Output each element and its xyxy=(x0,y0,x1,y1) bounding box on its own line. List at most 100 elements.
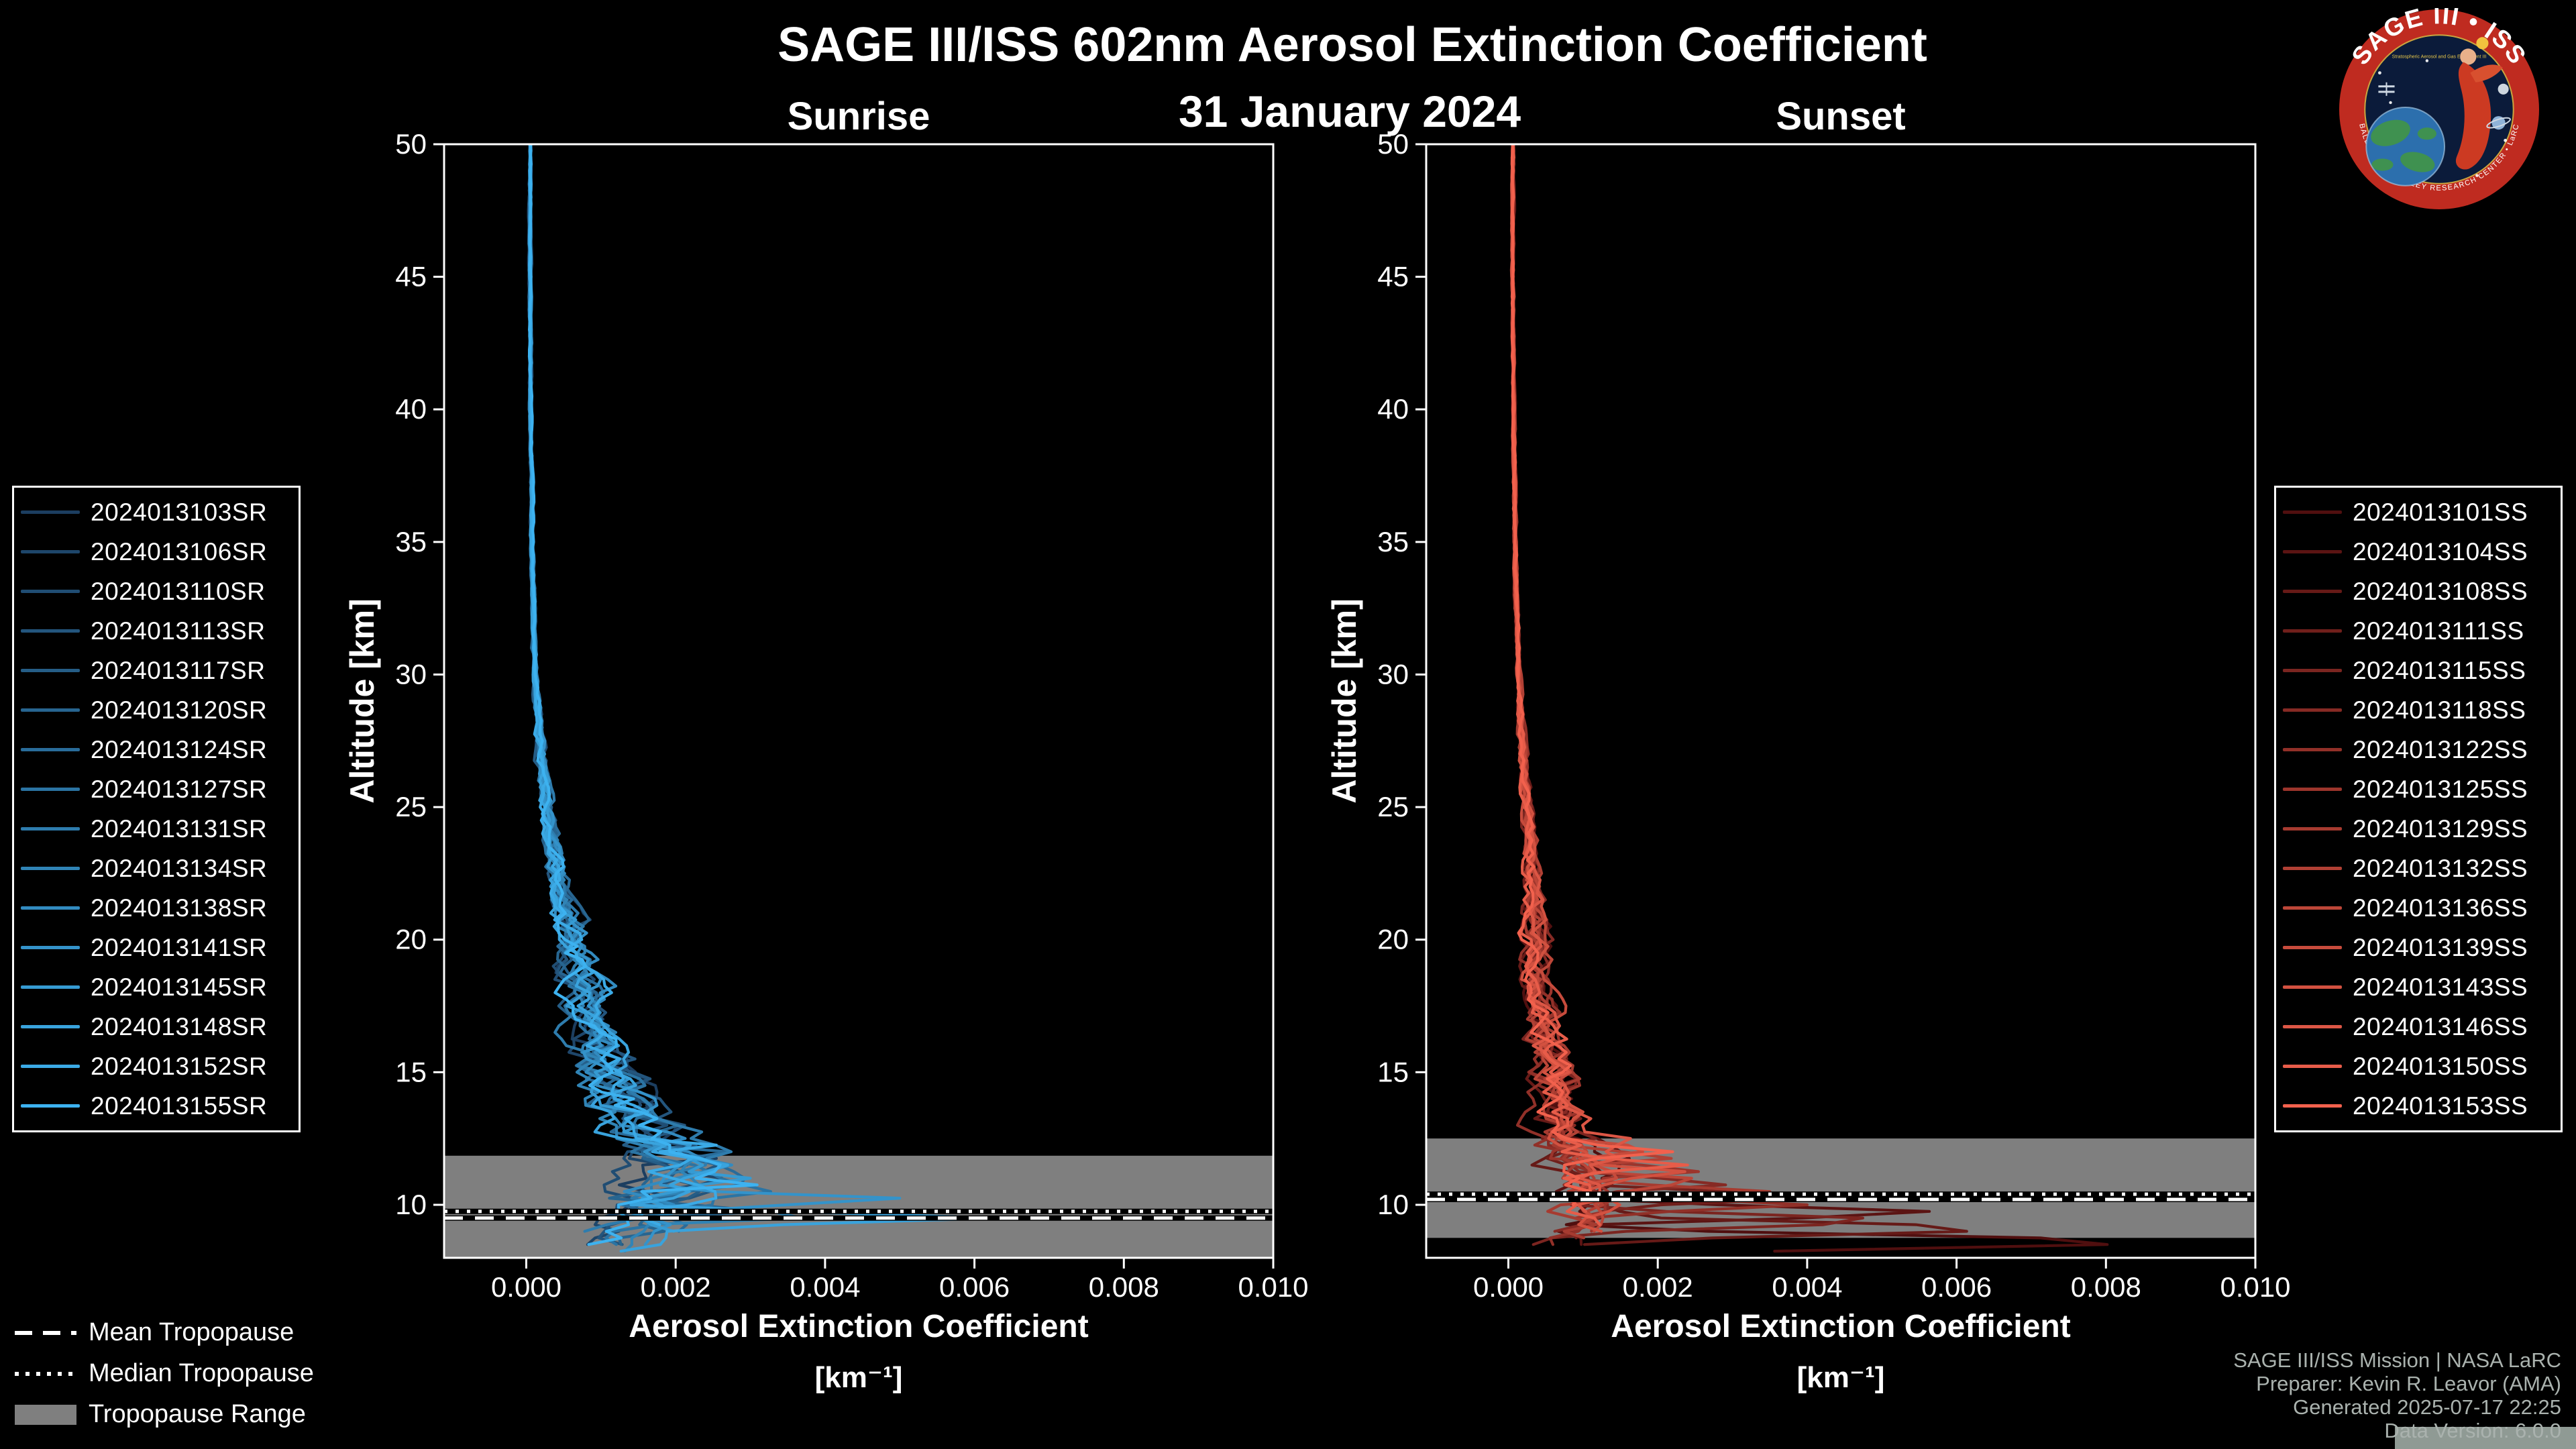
legend-item-label: 2024013146SS xyxy=(2353,1012,2528,1040)
sunset-panel-title: Sunset xyxy=(1776,95,1906,138)
mean-tropopause-label: Mean Tropopause xyxy=(89,1318,294,1346)
legend-item-label: 2024013110SR xyxy=(91,577,266,605)
sunset-x-axis-units: [km⁻¹] xyxy=(1796,1361,1885,1394)
legend-item: 2024013108SS xyxy=(2283,572,2554,611)
legend-item: 2024013155SR xyxy=(21,1086,292,1126)
sunrise-x-axis-units: [km⁻¹] xyxy=(814,1361,903,1394)
legend-item-label: 2024013150SS xyxy=(2353,1052,2528,1080)
tropopause-range-band xyxy=(444,1155,1273,1258)
logo-subtitle-text: Stratospheric Aerosol and Gas Experiment… xyxy=(2392,54,2487,59)
attribution-block: SAGE III/ISS Mission | NASA LaRC Prepare… xyxy=(2233,1348,2561,1442)
date-subtitle: 31 January 2024 xyxy=(1178,87,1521,136)
legend-item-label: 2024013117SR xyxy=(91,656,266,684)
attribution-mission: SAGE III/ISS Mission | NASA LaRC xyxy=(2233,1348,2561,1372)
y-tick-label: 35 xyxy=(1377,526,1409,557)
legend-line-sample xyxy=(2283,550,2342,553)
attribution-preparer: Preparer: Kevin R. Leavor (AMA) xyxy=(2256,1372,2561,1395)
profile-line xyxy=(1510,144,1700,1233)
legend-line-sample xyxy=(2283,1025,2342,1028)
legend-item: 2024013122SS xyxy=(2283,730,2554,769)
x-tick-label: 0.002 xyxy=(1623,1271,1693,1303)
legend-item: 2024013115SS xyxy=(2283,651,2554,690)
y-tick-label: 50 xyxy=(395,128,427,160)
legend-item: 2024013152SR xyxy=(21,1046,292,1086)
legend-line-sample xyxy=(2283,788,2342,791)
profile-line xyxy=(1510,144,1693,1233)
legend-line-sample xyxy=(2283,708,2342,712)
legend-line-sample xyxy=(2283,946,2342,949)
legend-item-label: 2024013113SR xyxy=(91,616,266,645)
legend-line-sample xyxy=(21,708,80,712)
x-tick-label: 0.006 xyxy=(1921,1271,1992,1303)
legend-item-label: 2024013106SR xyxy=(91,537,268,566)
logo-gold-ring xyxy=(2364,34,2514,184)
legend-item: 2024013141SR xyxy=(21,928,292,967)
median-tropopause-label: Median Tropopause xyxy=(89,1359,314,1387)
legend-line-sample xyxy=(21,827,80,830)
legend-line-sample xyxy=(2283,985,2342,989)
profile-line xyxy=(527,144,718,1213)
profile-line xyxy=(1509,144,1644,1220)
legend-item-label: 2024013138SR xyxy=(91,894,268,922)
legend-item: 2024013153SS xyxy=(2283,1086,2554,1126)
y-tick-label: 15 xyxy=(395,1056,427,1087)
legend-item: 2024013124SR xyxy=(21,730,292,769)
profile-line xyxy=(1510,144,1674,1207)
x-tick-label: 0.002 xyxy=(641,1271,711,1303)
x-tick-label: 0.004 xyxy=(790,1271,860,1303)
x-tick-label: 0.010 xyxy=(2220,1271,2290,1303)
legend-item: 2024013129SS xyxy=(2283,809,2554,849)
legend-line-sample xyxy=(21,1025,80,1028)
legend-item-label: 2024013139SS xyxy=(2353,933,2528,961)
legend-item: 2024013118SS xyxy=(2283,690,2554,730)
sunrise-plot-svg: 0.000 0.002 0.004 0.006 0.008 0.010 10 15 20 25 30… xyxy=(395,128,1308,1303)
legend-item-label: 2024013129SS xyxy=(2353,814,2528,843)
sunset-y-axis-label: Altitude [km] xyxy=(1326,598,1363,804)
plot-border xyxy=(1425,143,2257,1259)
y-tick-label: 35 xyxy=(395,526,427,557)
legend-item-label: 2024013101SS xyxy=(2353,498,2528,526)
x-tick-label: 0.008 xyxy=(1089,1271,1159,1303)
y-tick-label: 20 xyxy=(395,924,427,955)
legend-line-sample xyxy=(21,906,80,910)
logo-figure xyxy=(2455,48,2503,170)
legend-line-sample xyxy=(21,590,80,593)
legend-item-label: 2024013132SS xyxy=(2353,854,2528,882)
y-tick-label: 10 xyxy=(1377,1189,1409,1220)
profile-line xyxy=(528,144,752,1233)
sunset-x-axis-label: Aerosol Extinction Coefficient xyxy=(1611,1309,2071,1344)
y-tick-label: 30 xyxy=(395,659,427,690)
sunrise-y-axis-label: Altitude [km] xyxy=(343,598,381,804)
plot-area xyxy=(1426,144,2255,1253)
profile-line xyxy=(1510,144,1686,1233)
x-tick-label: 0.010 xyxy=(1238,1271,1308,1303)
legend-item: 2024013101SS xyxy=(2283,492,2554,532)
legend-line-sample xyxy=(21,748,80,751)
y-tick-label: 30 xyxy=(1377,659,1409,690)
logo-earth xyxy=(2365,106,2446,186)
legend-item-label: 2024013103SR xyxy=(91,498,268,526)
median-tropopause-dot-sample xyxy=(15,1371,76,1376)
legend-item: 2024013106SR xyxy=(21,532,292,572)
legend-line-sample xyxy=(2283,827,2342,830)
attribution-data-version: Data Version: 6.0.0 xyxy=(2384,1419,2561,1442)
sunrise-x-axis-label: Aerosol Extinction Coefficient xyxy=(629,1309,1089,1344)
legend-item: 2024013113SR xyxy=(21,611,292,651)
legend-line-sample xyxy=(21,629,80,633)
legend-item: 2024013131SR xyxy=(21,809,292,849)
sunset-plot-svg: 0.000 0.002 0.004 0.006 0.008 0.010 10 15 20 25 30… xyxy=(1377,128,2290,1303)
y-tick-label: 45 xyxy=(1377,261,1409,292)
legend-line-sample xyxy=(2283,1104,2342,1108)
y-tick-label: 10 xyxy=(395,1189,427,1220)
logo-stars xyxy=(2377,59,2508,177)
legend-line-sample xyxy=(2283,1065,2342,1068)
profile-line xyxy=(527,144,746,1233)
legend-line-sample xyxy=(21,946,80,949)
y-tick-label: 50 xyxy=(1377,128,1409,160)
sunset-plot-panel: 0.000 0.002 0.004 0.006 0.008 0.010 10 15 20 25 30… xyxy=(1377,128,2290,1303)
legend-line-sample xyxy=(2283,590,2342,593)
page-title: SAGE III/ISS 602nm Aerosol Extinction Co… xyxy=(777,18,1927,72)
legend-item-label: 2024013136SS xyxy=(2353,894,2528,922)
legend-item-label: 2024013134SR xyxy=(91,854,268,882)
legend-item: 2024013143SS xyxy=(2283,967,2554,1007)
